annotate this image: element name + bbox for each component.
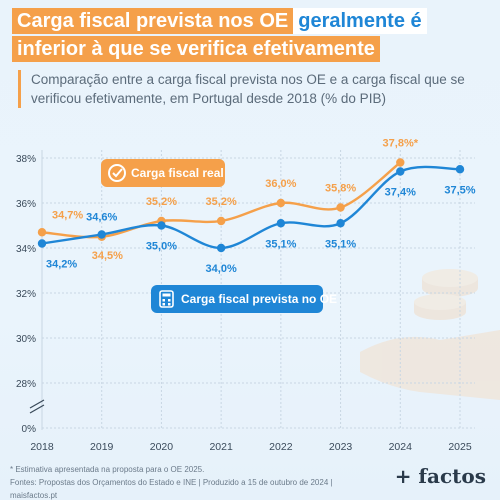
y-tick-label: 34%	[16, 244, 36, 255]
data-label: 34,6%	[86, 212, 117, 224]
data-label: 34,5%	[92, 250, 123, 262]
chart-title: Carga fiscal prevista nos OE geralmente é…	[12, 8, 488, 64]
data-label: 35,1%	[265, 238, 296, 250]
data-point	[276, 219, 286, 228]
data-label: 35,2%	[206, 196, 237, 208]
data-point	[37, 239, 47, 248]
y-axis: 0% 28% 30% 32% 34% 36% 38%	[16, 154, 36, 435]
data-point	[216, 243, 226, 253]
data-point	[216, 216, 226, 226]
series-carga-fiscal-real: 34,7% 34,5% 35,2% 35,2% 36,0% 35,8% 37,8%*	[37, 138, 419, 262]
x-tick-label: 2021	[209, 441, 233, 453]
axis-break-icon	[29, 399, 45, 414]
x-tick-label: 2019	[90, 441, 114, 453]
title-part-2: geralmente é	[293, 8, 427, 34]
y-tick-label: 28%	[16, 379, 36, 390]
data-label: 34,0%	[206, 263, 237, 275]
data-point	[455, 165, 465, 174]
sources: Fontes: Propostas dos Orçamentos do Esta…	[10, 478, 333, 500]
data-point	[97, 230, 106, 239]
brand-logo: + factos	[394, 464, 486, 488]
footer: * Estimativa apresentada na proposta par…	[10, 463, 370, 500]
data-label: 35,2%	[146, 196, 177, 208]
x-tick-label: 2020	[150, 441, 174, 453]
x-tick-label: 2018	[30, 441, 54, 453]
hand-coins-illustration	[360, 269, 500, 400]
x-axis: 2018 2019 2020 2021 2022 2023 2024 2025	[30, 150, 472, 453]
footnote: * Estimativa apresentada na proposta par…	[10, 465, 205, 474]
data-label: 37,8%*	[383, 138, 419, 150]
data-label: 35,1%	[325, 238, 356, 250]
data-point	[396, 158, 405, 167]
data-label: 35,8%	[325, 183, 356, 195]
x-tick-label: 2023	[329, 441, 353, 453]
chart-subtitle: Comparação entre a carga fiscal prevista…	[18, 70, 488, 108]
data-point	[276, 198, 286, 208]
y-tick-label: 0%	[22, 424, 37, 435]
data-label: 34,7%	[52, 209, 83, 221]
y-tick-label: 38%	[16, 154, 36, 165]
data-label: 37,4%	[385, 187, 416, 199]
series-carga-fiscal-prevista: 34,2% 34,6% 35,0% 34,0% 35,1% 35,1% 37,4% 37,5%	[37, 165, 476, 275]
y-tick-label: 30%	[16, 334, 36, 345]
x-tick-label: 2025	[448, 441, 472, 453]
x-tick-label: 2024	[389, 441, 413, 453]
series-line	[41, 165, 461, 250]
calculator-icon	[159, 290, 174, 308]
title-part-1: Carga fiscal prevista nos OE	[12, 8, 294, 34]
data-point	[336, 203, 345, 212]
legend-carga-fiscal-real: Carga fiscal real	[101, 159, 225, 187]
svg-text:Carga fiscal prevista no OE: Carga fiscal prevista no OE	[181, 292, 337, 306]
svg-text:Carga fiscal real: Carga fiscal real	[131, 166, 224, 180]
data-point	[396, 167, 405, 176]
y-tick-label: 36%	[16, 199, 36, 210]
x-tick-label: 2022	[269, 441, 293, 453]
data-point	[157, 221, 166, 230]
legend-carga-fiscal-prevista: Carga fiscal prevista no OE	[151, 285, 337, 313]
data-label: 35,0%	[146, 241, 177, 253]
data-label: 37,5%	[444, 184, 475, 196]
title-part-3: inferior à que se verifica efetivamente	[12, 36, 380, 62]
data-point	[336, 219, 345, 228]
data-point	[37, 228, 47, 237]
data-label: 34,2%	[46, 259, 77, 271]
y-tick-label: 32%	[16, 289, 36, 300]
check-circle-icon	[108, 164, 126, 182]
data-label: 36,0%	[265, 178, 296, 190]
